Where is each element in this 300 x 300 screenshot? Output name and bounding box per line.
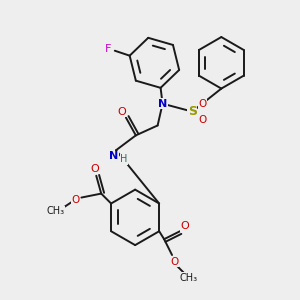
- Text: F: F: [105, 44, 111, 54]
- Text: O: O: [170, 257, 178, 267]
- Text: CH₃: CH₃: [46, 206, 65, 216]
- Text: S: S: [188, 105, 197, 118]
- Text: O: O: [198, 99, 206, 109]
- Text: N: N: [158, 99, 167, 109]
- Text: O: O: [181, 221, 189, 231]
- Text: H: H: [120, 154, 128, 164]
- Text: O: O: [118, 106, 126, 117]
- Text: CH₃: CH₃: [180, 273, 198, 283]
- Text: N: N: [110, 151, 119, 161]
- Text: O: O: [90, 164, 99, 174]
- Text: O: O: [198, 115, 206, 124]
- Text: O: O: [71, 194, 80, 205]
